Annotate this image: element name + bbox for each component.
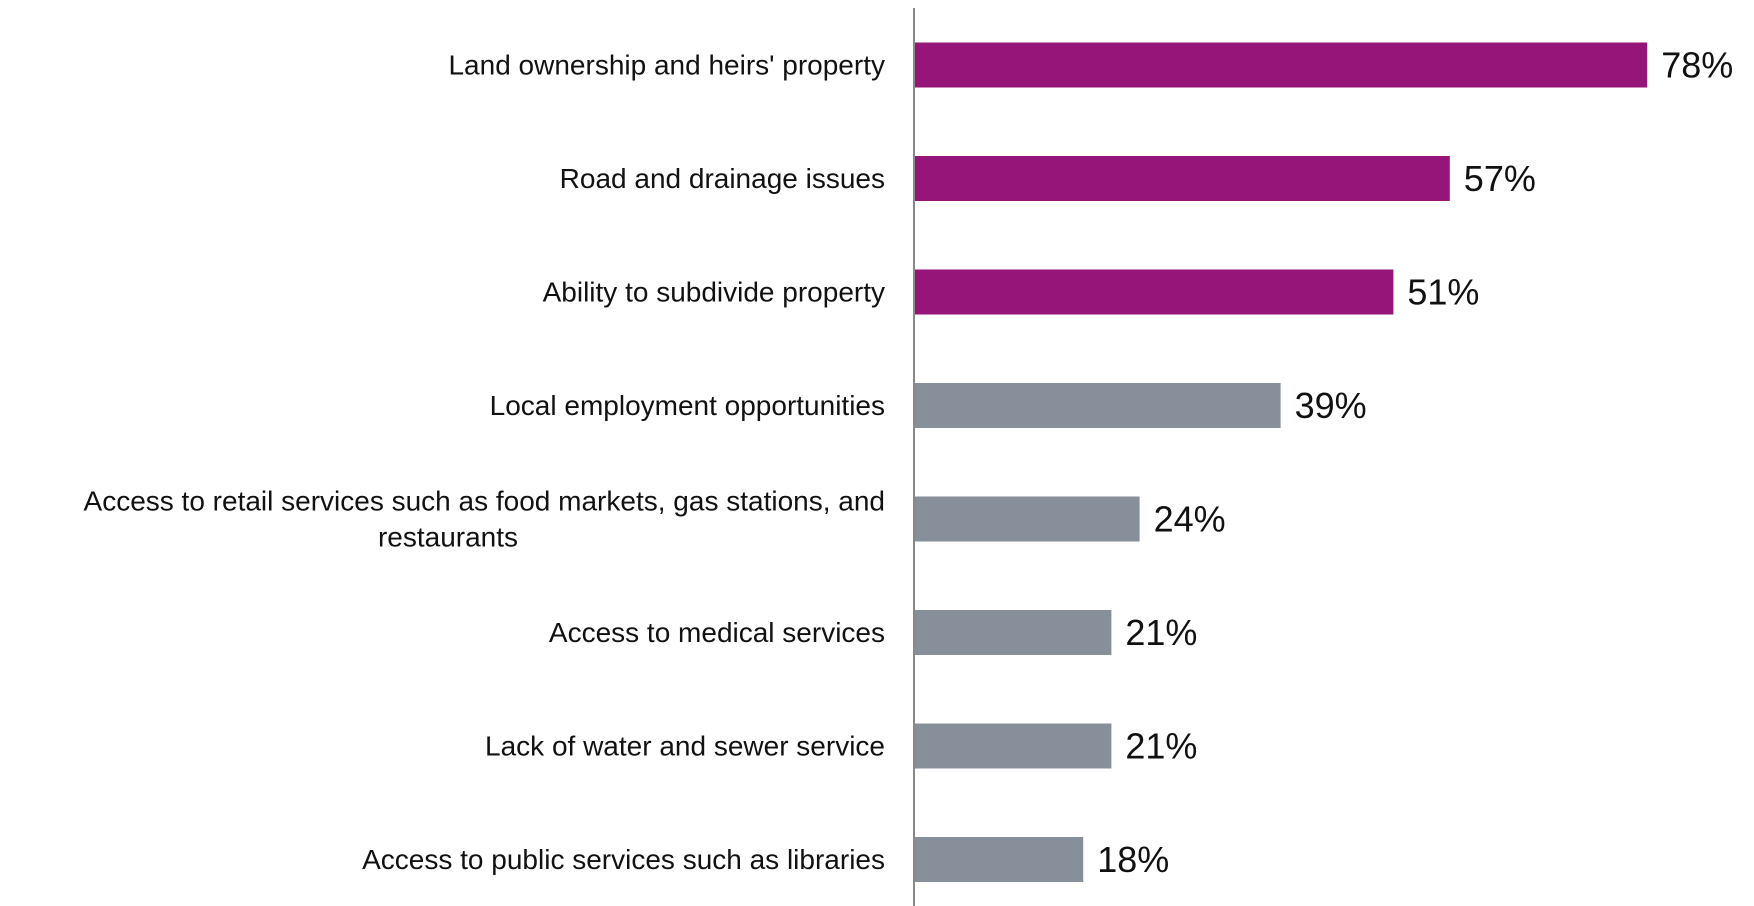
bar xyxy=(914,383,1281,428)
bar xyxy=(914,723,1112,769)
category-label: Access to medical services xyxy=(549,617,885,648)
category-label: Ability to subdivide property xyxy=(543,277,885,308)
category-label: Local employment opportunities xyxy=(490,390,885,421)
value-label: 78% xyxy=(1661,45,1733,86)
value-labels: 78% 57% 51% 39% 24% 21% 21% 18% xyxy=(1097,45,1733,881)
value-label: 18% xyxy=(1097,839,1169,880)
category-label: restaurants xyxy=(378,522,518,553)
bar xyxy=(914,496,1140,542)
value-label: 57% xyxy=(1464,158,1536,199)
value-label: 21% xyxy=(1125,612,1197,653)
value-label: 51% xyxy=(1407,272,1479,313)
category-label: Land ownership and heirs' property xyxy=(448,50,885,81)
bar xyxy=(914,269,1394,315)
bar xyxy=(914,837,1084,882)
category-label: Lack of water and sewer service xyxy=(485,731,885,762)
category-label: Access to retail services such as food m… xyxy=(84,486,885,517)
category-label: Access to public services such as librar… xyxy=(362,844,885,875)
bar xyxy=(914,156,1450,201)
value-label: 39% xyxy=(1295,385,1367,426)
bars-layer xyxy=(914,42,1648,882)
category-labels: Land ownership and heirs' property Road a… xyxy=(84,50,885,876)
value-label: 24% xyxy=(1154,499,1226,540)
value-label: 21% xyxy=(1125,726,1197,767)
bar xyxy=(914,610,1112,655)
bar xyxy=(914,42,1648,88)
category-label: Road and drainage issues xyxy=(560,163,885,194)
